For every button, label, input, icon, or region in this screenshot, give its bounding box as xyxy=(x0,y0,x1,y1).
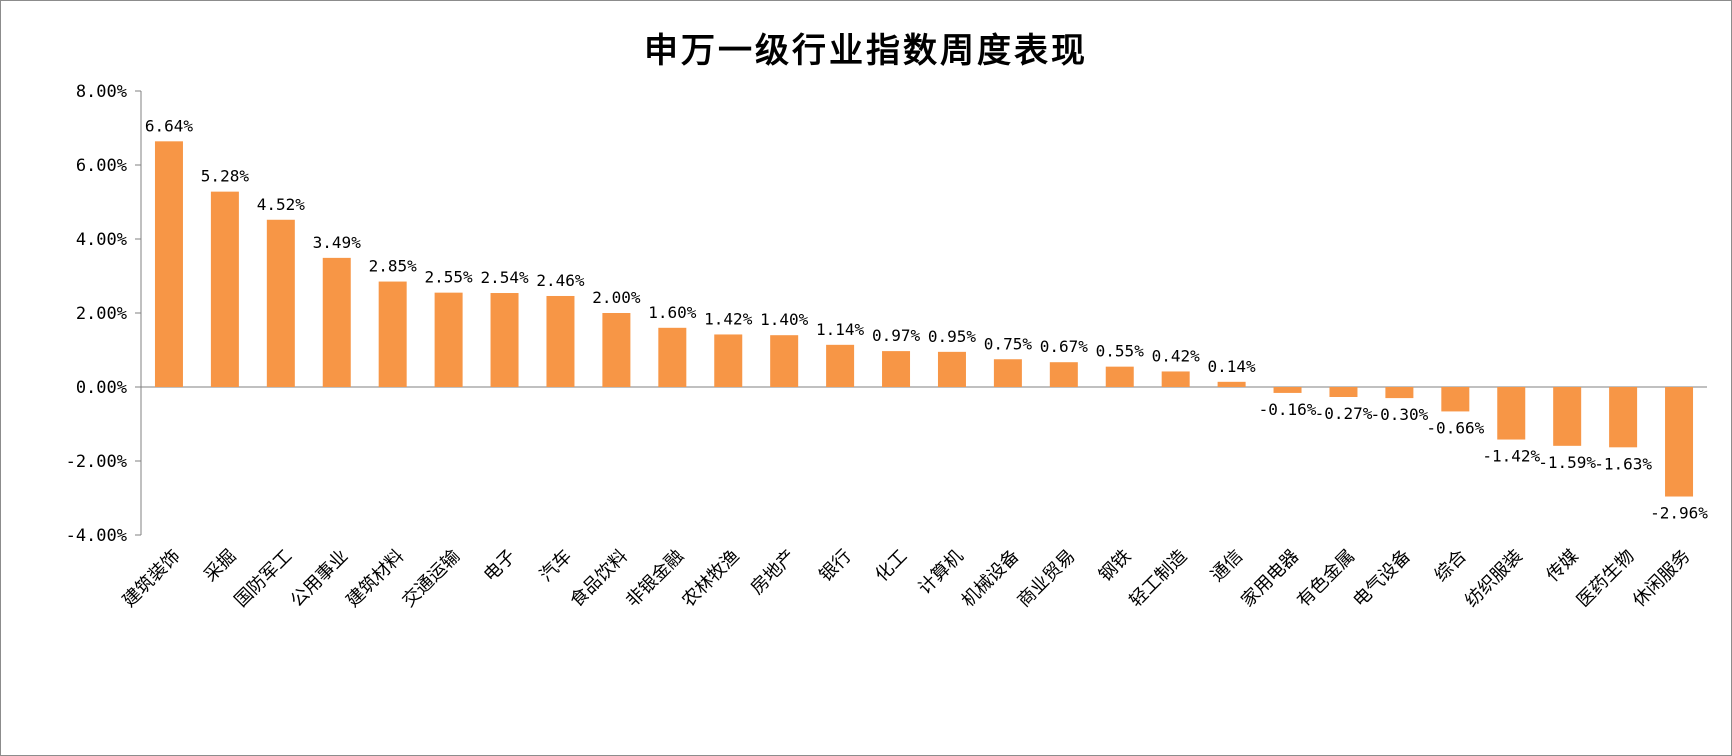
bars xyxy=(154,141,1694,497)
bar xyxy=(546,295,575,387)
bar xyxy=(1049,362,1078,387)
data-label: -2.96% xyxy=(1650,504,1708,523)
chart-title: 申万一级行业指数周度表现 xyxy=(644,31,1088,71)
bar xyxy=(658,327,687,387)
category-label: 房地产 xyxy=(747,546,800,599)
data-label: 0.14% xyxy=(1208,357,1257,376)
y-tick-label: 6.00% xyxy=(76,156,127,176)
bar xyxy=(434,292,463,387)
bar xyxy=(937,351,966,387)
category-label: 通信 xyxy=(1207,546,1247,586)
bar xyxy=(1609,387,1638,448)
y-axis: 8.00% 6.00% 4.00% 2.00% 0.00% -2.00% -4.00% xyxy=(66,82,1707,546)
category-label: 钢铁 xyxy=(1095,546,1135,586)
category-label: 传媒 xyxy=(1542,546,1582,586)
category-label: 有色金属 xyxy=(1293,546,1359,612)
bar xyxy=(1441,387,1470,412)
data-label: -1.59% xyxy=(1538,453,1596,472)
bar xyxy=(1497,387,1526,440)
data-label: 1.40% xyxy=(760,310,809,329)
bar xyxy=(1161,371,1190,387)
category-label: 医药生物 xyxy=(1573,546,1639,612)
data-labels: 6.64% 5.28% 4.52% 3.49% 2.85% 2.55% 2.54% 2.46%… xyxy=(145,116,1708,522)
category-label: 建筑装饰 xyxy=(119,546,185,612)
bar xyxy=(154,141,183,387)
bar xyxy=(1105,366,1134,387)
category-label: 采掘 xyxy=(200,546,240,586)
category-label: 计算机 xyxy=(914,546,967,599)
bar xyxy=(1385,387,1414,399)
bar xyxy=(266,219,295,387)
category-label: 建筑材料 xyxy=(342,546,408,612)
bar xyxy=(602,313,631,387)
data-label: 2.00% xyxy=(592,288,641,307)
category-label: 轻工制造 xyxy=(1125,546,1191,612)
category-label: 电子 xyxy=(480,546,520,586)
category-label: 公用事业 xyxy=(287,546,353,612)
bar xyxy=(322,257,351,387)
y-tick-label: 4.00% xyxy=(76,230,127,250)
data-label: 0.97% xyxy=(872,326,921,345)
data-label: -1.63% xyxy=(1594,454,1652,473)
category-label: 商业贸易 xyxy=(1014,546,1080,612)
bar xyxy=(826,344,855,387)
category-label: 休闲服务 xyxy=(1629,546,1695,612)
bar xyxy=(1273,387,1302,393)
data-label: 1.60% xyxy=(648,303,697,322)
data-label: 1.14% xyxy=(816,320,865,339)
bar xyxy=(378,281,407,387)
category-label: 纺织服装 xyxy=(1461,546,1527,612)
bar xyxy=(490,293,519,387)
data-label: -0.16% xyxy=(1259,400,1317,419)
category-label: 汽车 xyxy=(536,546,576,586)
y-tick-label: -2.00% xyxy=(66,452,127,472)
data-label: -0.30% xyxy=(1370,405,1428,424)
category-label: 国防军工 xyxy=(231,546,297,612)
bar xyxy=(1217,381,1246,387)
data-label: 2.55% xyxy=(425,268,474,287)
category-label: 食品饮料 xyxy=(566,546,632,612)
category-label: 农林牧渔 xyxy=(678,546,744,612)
data-label: 5.28% xyxy=(201,167,250,186)
data-label: -0.66% xyxy=(1426,418,1484,437)
data-label: 0.95% xyxy=(928,327,977,346)
data-label: 1.42% xyxy=(704,309,753,328)
y-tick-label: 8.00% xyxy=(76,82,127,102)
data-label: 3.49% xyxy=(313,233,362,252)
bar xyxy=(1665,387,1694,497)
category-label: 非银金融 xyxy=(622,546,688,612)
bar xyxy=(993,359,1022,387)
data-label: 2.85% xyxy=(369,257,418,276)
category-label: 化工 xyxy=(871,546,911,586)
category-label: 综合 xyxy=(1431,546,1471,586)
bar xyxy=(210,191,239,387)
data-label: 0.67% xyxy=(1040,337,1089,356)
category-label: 交通运输 xyxy=(398,546,464,612)
data-label: 0.42% xyxy=(1152,346,1201,365)
data-label: 2.54% xyxy=(480,268,529,287)
category-label: 电气设备 xyxy=(1349,546,1415,612)
data-label: 0.75% xyxy=(984,334,1033,353)
data-label: 0.55% xyxy=(1096,342,1145,361)
bar xyxy=(714,334,743,387)
y-tick-label: 2.00% xyxy=(76,304,127,324)
data-label: -1.42% xyxy=(1482,447,1540,466)
data-label: -0.27% xyxy=(1315,404,1373,423)
category-label: 机械设备 xyxy=(958,546,1024,612)
data-label: 4.52% xyxy=(257,195,306,214)
y-tick-label: 0.00% xyxy=(76,378,127,398)
bar xyxy=(1553,387,1582,446)
y-tick-label: -4.00% xyxy=(66,526,127,546)
bar xyxy=(1329,387,1358,397)
data-label: 6.64% xyxy=(145,116,194,135)
bar xyxy=(882,351,911,387)
data-label: 2.46% xyxy=(536,271,585,290)
category-label: 家用电器 xyxy=(1237,546,1303,612)
category-label: 银行 xyxy=(815,546,855,586)
bar xyxy=(770,335,799,387)
